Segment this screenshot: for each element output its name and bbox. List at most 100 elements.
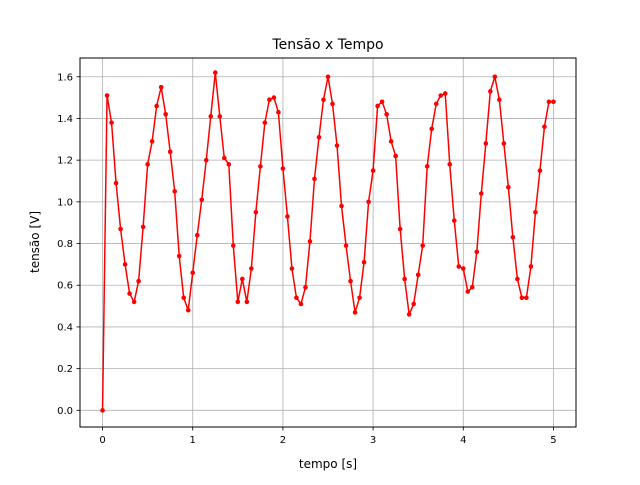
data-point xyxy=(370,168,376,173)
data-point xyxy=(104,93,110,98)
data-point xyxy=(294,295,299,301)
data-point xyxy=(451,218,457,223)
data-point xyxy=(167,149,173,155)
data-point xyxy=(456,264,462,269)
data-point xyxy=(433,101,439,107)
data-point xyxy=(334,143,340,148)
data-point xyxy=(325,74,331,80)
y-axis-label: tensão [V] xyxy=(28,211,42,273)
x-tick-label: 3 xyxy=(370,435,376,446)
data-point xyxy=(244,299,250,305)
data-point xyxy=(384,111,389,117)
data-point xyxy=(424,164,430,169)
data-point xyxy=(158,84,164,90)
data-point xyxy=(537,168,543,173)
data-point xyxy=(420,243,425,248)
data-point xyxy=(411,301,416,307)
data-point xyxy=(348,278,353,284)
data-point xyxy=(181,295,187,301)
data-point xyxy=(303,285,308,290)
data-point xyxy=(122,262,128,267)
data-point xyxy=(316,134,322,140)
data-point xyxy=(136,278,141,284)
y-tick-label: 1.0 xyxy=(57,197,73,208)
y-tick-label: 0.0 xyxy=(57,406,73,417)
data-point xyxy=(442,91,448,96)
data-point xyxy=(212,70,218,75)
data-point xyxy=(506,184,511,190)
y-tick-label: 1.6 xyxy=(57,72,73,83)
data-point xyxy=(163,111,168,117)
chart-title: Tensão x Tempo xyxy=(271,37,383,53)
data-point xyxy=(154,103,159,109)
data-point xyxy=(515,276,520,282)
x-tick-label: 4 xyxy=(460,435,466,446)
data-point xyxy=(145,162,150,167)
data-point xyxy=(190,270,196,276)
data-point xyxy=(131,299,137,305)
data-point xyxy=(524,295,529,301)
data-point xyxy=(361,260,367,265)
data-point xyxy=(402,276,407,282)
data-point xyxy=(343,243,349,248)
data-point xyxy=(339,203,344,209)
data-point xyxy=(483,141,489,146)
data-point xyxy=(118,226,123,232)
data-point xyxy=(406,312,412,317)
data-point xyxy=(267,97,272,102)
data-point xyxy=(226,162,232,167)
y-tick-label: 1.2 xyxy=(57,156,73,167)
data-point xyxy=(235,299,241,305)
data-point xyxy=(488,89,493,94)
y-tick-label: 0.6 xyxy=(57,281,73,292)
axis-ticks: 0 1 2 3 4 5 0.0 0.2 0.4 0.6 0.8 1.0 1.2 1.4 1.6 xyxy=(57,72,557,446)
data-point xyxy=(510,234,516,240)
data-point xyxy=(140,224,146,230)
x-tick-label: 1 xyxy=(190,435,196,446)
data-point xyxy=(113,180,119,186)
data-point xyxy=(330,101,335,107)
data-point xyxy=(217,114,223,119)
data-point xyxy=(492,74,498,80)
data-point xyxy=(388,139,394,144)
data-point xyxy=(176,253,182,259)
data-point xyxy=(280,166,286,171)
y-tick-label: 1.4 xyxy=(57,114,73,125)
data-point xyxy=(321,97,326,102)
data-point xyxy=(479,191,484,196)
data-point xyxy=(298,301,304,307)
data-point xyxy=(285,214,290,219)
x-tick-label: 2 xyxy=(280,435,286,446)
data-point xyxy=(357,295,362,301)
y-tick-label: 0.4 xyxy=(57,322,73,333)
data-point xyxy=(415,272,421,278)
data-point xyxy=(447,162,453,167)
data-point xyxy=(551,99,556,105)
x-tick-label: 0 xyxy=(99,435,105,446)
data-point xyxy=(100,408,105,413)
x-axis-label: tempo [s] xyxy=(299,457,357,471)
data-point xyxy=(258,164,263,169)
data-point xyxy=(231,243,236,248)
y-tick-label: 0.2 xyxy=(57,364,73,375)
data-point xyxy=(271,95,277,100)
x-tick-label: 5 xyxy=(550,435,556,446)
data-point xyxy=(149,139,155,144)
data-point xyxy=(307,239,313,244)
data-point xyxy=(465,289,471,294)
data-point xyxy=(249,266,254,271)
series-layer xyxy=(100,70,556,413)
data-point xyxy=(460,266,466,271)
data-point xyxy=(397,226,403,232)
data-point xyxy=(221,155,227,161)
data-point xyxy=(127,291,132,296)
plot-frame xyxy=(79,57,577,428)
data-point xyxy=(519,295,525,301)
y-tick-label: 0.8 xyxy=(57,239,73,250)
data-point xyxy=(352,310,358,315)
data-point xyxy=(185,307,191,313)
data-point xyxy=(262,120,268,125)
data-point xyxy=(528,264,534,269)
